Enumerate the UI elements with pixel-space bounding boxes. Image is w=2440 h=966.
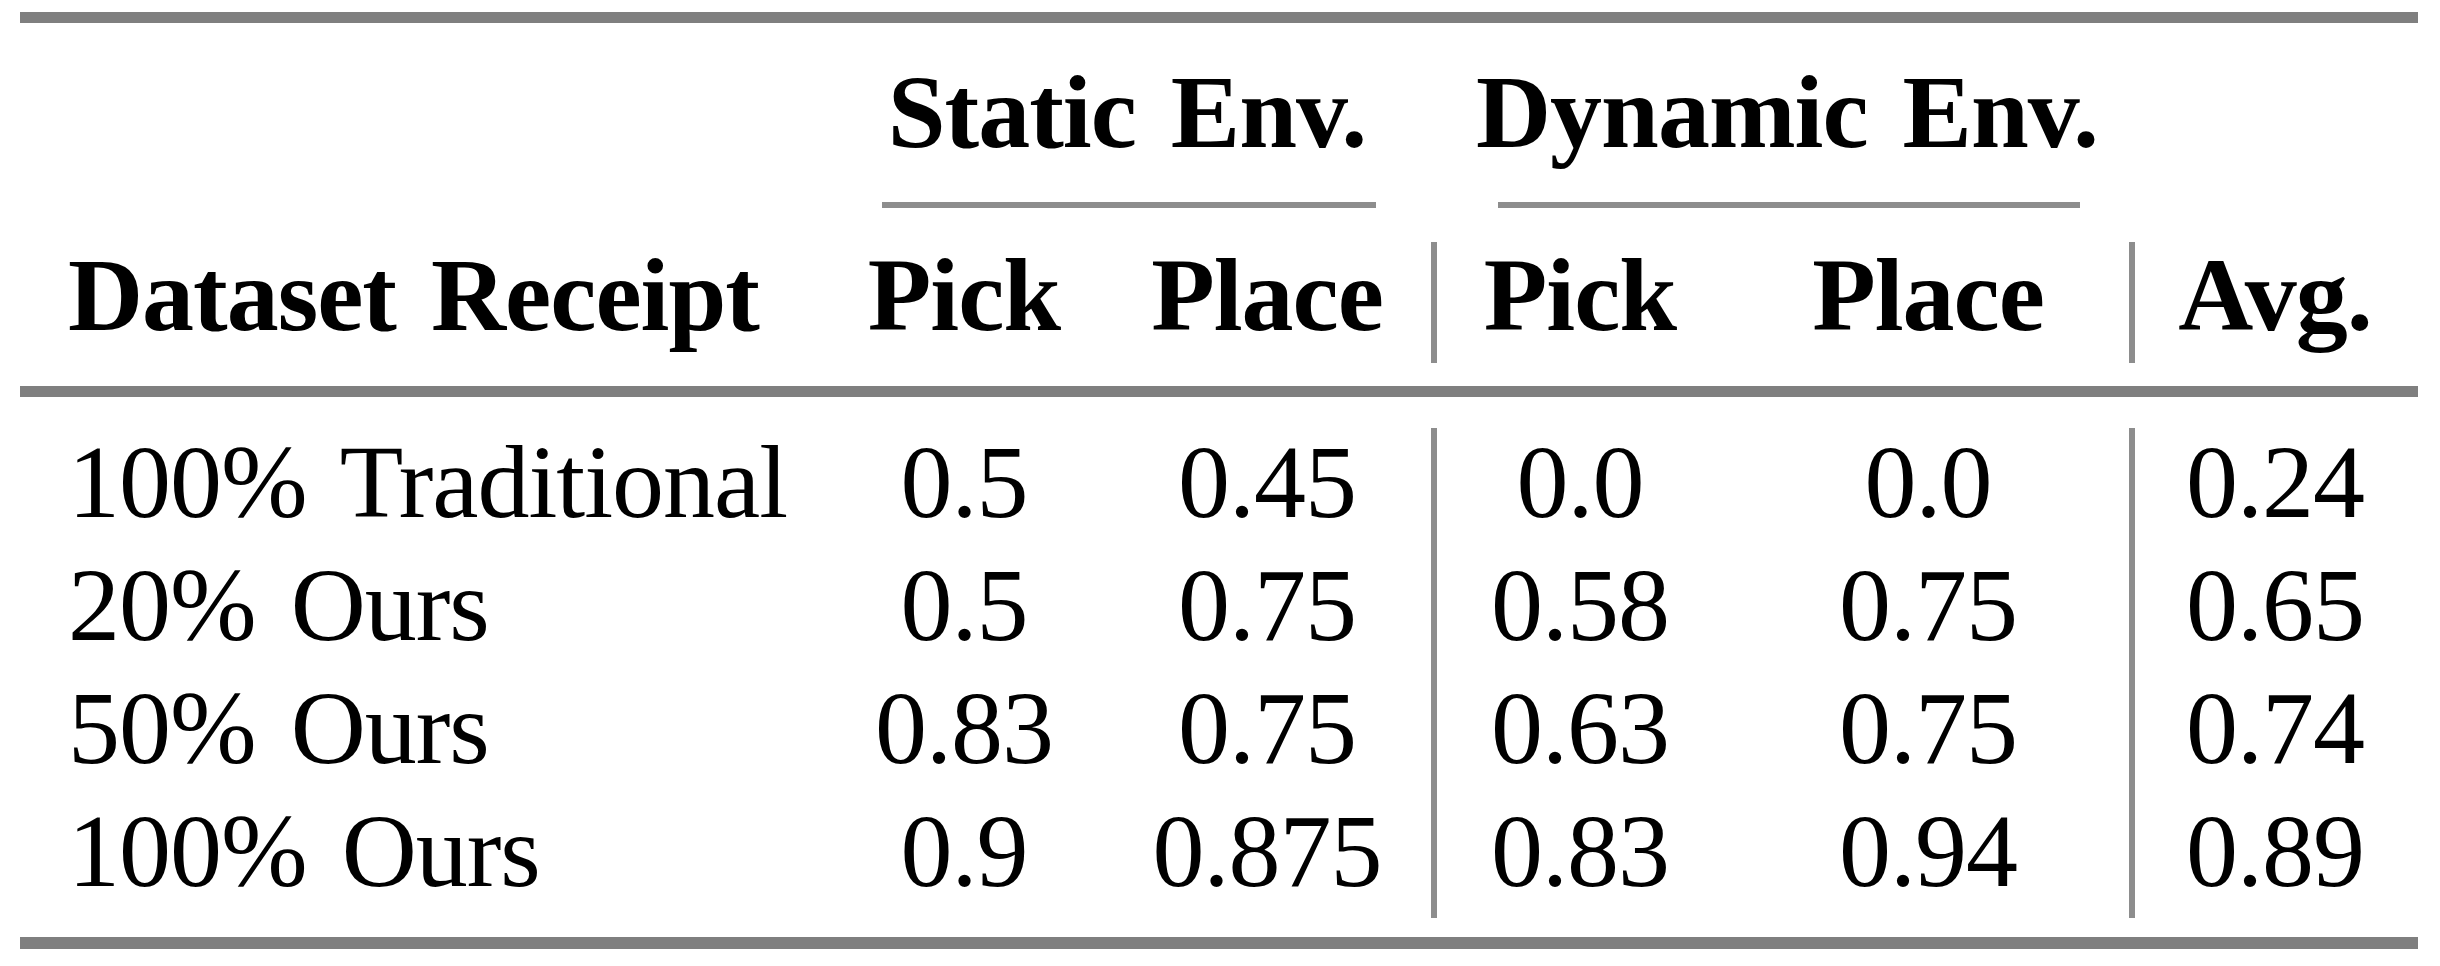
cell-dynamic-place: 0.94	[1839, 799, 2017, 903]
cell-static-place: 0.45	[1178, 430, 1356, 534]
table-top-rule	[20, 12, 2418, 23]
group-header-static-env: Static Env.	[888, 60, 1367, 164]
cell-static-place: 0.75	[1178, 553, 1356, 657]
cell-dynamic-pick: 0.0	[1517, 430, 1644, 534]
group-header-dynamic-env: Dynamic Env.	[1476, 60, 2098, 164]
cell-avg: 0.89	[2186, 799, 2364, 903]
vertical-rule-dynamic-avg-header	[2129, 242, 2135, 363]
cell-avg: 0.65	[2186, 553, 2364, 657]
row-label: 50% Ours	[68, 676, 489, 780]
cell-dynamic-place: 0.75	[1839, 553, 2017, 657]
cell-static-place: 0.875	[1153, 799, 1382, 903]
paper-results-table: Static Env. Dynamic Env. Dataset Receipt…	[0, 0, 2440, 966]
vertical-rule-static-dynamic-body	[1431, 428, 1437, 918]
vertical-rule-static-dynamic-header	[1431, 242, 1437, 363]
cell-static-pick: 0.5	[901, 430, 1028, 534]
row-label: 100% Ours	[68, 799, 540, 903]
cell-dynamic-pick: 0.63	[1491, 676, 1669, 780]
col-header-static-place: Place	[1151, 243, 1383, 347]
static-env-underline-rule	[882, 202, 1376, 208]
col-header-static-pick: Pick	[868, 243, 1060, 347]
cell-dynamic-pick: 0.83	[1491, 799, 1669, 903]
cell-avg: 0.24	[2186, 430, 2364, 534]
row-label: 100% Traditional	[68, 430, 787, 534]
cell-static-pick: 0.9	[901, 799, 1028, 903]
col-header-dynamic-place: Place	[1812, 243, 2044, 347]
dynamic-env-underline-rule	[1498, 202, 2080, 208]
cell-avg: 0.74	[2186, 676, 2364, 780]
col-header-dataset-receipt: Dataset Receipt	[68, 243, 759, 347]
cell-dynamic-place: 0.75	[1839, 676, 2017, 780]
vertical-rule-dynamic-avg-body	[2129, 428, 2135, 918]
row-label: 20% Ours	[68, 553, 489, 657]
col-header-dynamic-pick: Pick	[1484, 243, 1676, 347]
table-bottom-rule	[20, 937, 2418, 949]
cell-static-pick: 0.5	[901, 553, 1028, 657]
cell-static-pick: 0.83	[875, 676, 1053, 780]
cell-static-place: 0.75	[1178, 676, 1356, 780]
col-header-avg: Avg.	[2178, 243, 2371, 347]
cell-dynamic-pick: 0.58	[1491, 553, 1669, 657]
cell-dynamic-place: 0.0	[1865, 430, 1992, 534]
table-header-rule	[20, 386, 2418, 397]
